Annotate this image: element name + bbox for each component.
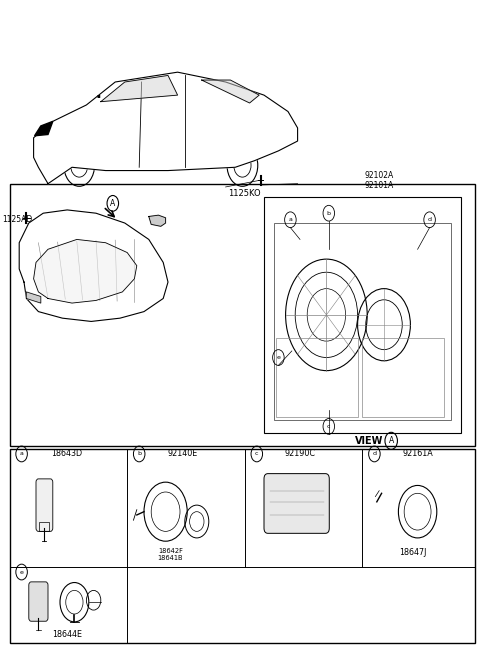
Text: 18644E: 18644E xyxy=(52,630,82,639)
Text: 92140E: 92140E xyxy=(167,449,198,459)
Bar xyxy=(10,184,475,446)
Text: VIEW: VIEW xyxy=(355,436,384,446)
Text: 1125KO: 1125KO xyxy=(228,189,261,198)
Text: 18647J: 18647J xyxy=(399,548,427,557)
Polygon shape xyxy=(202,80,259,103)
FancyBboxPatch shape xyxy=(36,479,53,531)
FancyBboxPatch shape xyxy=(264,474,329,533)
Text: c: c xyxy=(327,424,331,429)
Text: b: b xyxy=(137,451,141,457)
Text: 92102A
92101A: 92102A 92101A xyxy=(365,171,394,190)
Text: a: a xyxy=(288,217,292,222)
Polygon shape xyxy=(34,239,137,303)
Polygon shape xyxy=(35,121,53,136)
Bar xyxy=(264,197,461,433)
Text: 92161A: 92161A xyxy=(402,449,433,459)
Polygon shape xyxy=(26,292,41,303)
Text: A: A xyxy=(389,436,394,445)
Text: A: A xyxy=(110,199,115,208)
FancyBboxPatch shape xyxy=(29,582,48,621)
Text: 92190C: 92190C xyxy=(285,449,315,459)
Polygon shape xyxy=(101,75,178,102)
Text: 1125AD: 1125AD xyxy=(2,215,33,224)
Polygon shape xyxy=(19,210,168,321)
Polygon shape xyxy=(149,215,166,226)
Text: a: a xyxy=(20,451,24,457)
Text: d: d xyxy=(428,217,432,222)
Text: b: b xyxy=(327,211,331,216)
Text: 18642F
18641B: 18642F 18641B xyxy=(157,548,183,561)
Bar xyxy=(10,449,475,643)
Bar xyxy=(362,338,444,417)
Polygon shape xyxy=(34,72,298,184)
Text: e: e xyxy=(20,569,24,575)
Bar xyxy=(276,338,358,417)
Text: ▪: ▪ xyxy=(96,92,100,98)
Text: d: d xyxy=(372,451,376,457)
Text: c: c xyxy=(255,451,259,457)
Bar xyxy=(274,223,451,420)
Bar xyxy=(39,522,49,531)
Text: 18643D: 18643D xyxy=(52,449,83,459)
Text: e: e xyxy=(276,355,280,360)
